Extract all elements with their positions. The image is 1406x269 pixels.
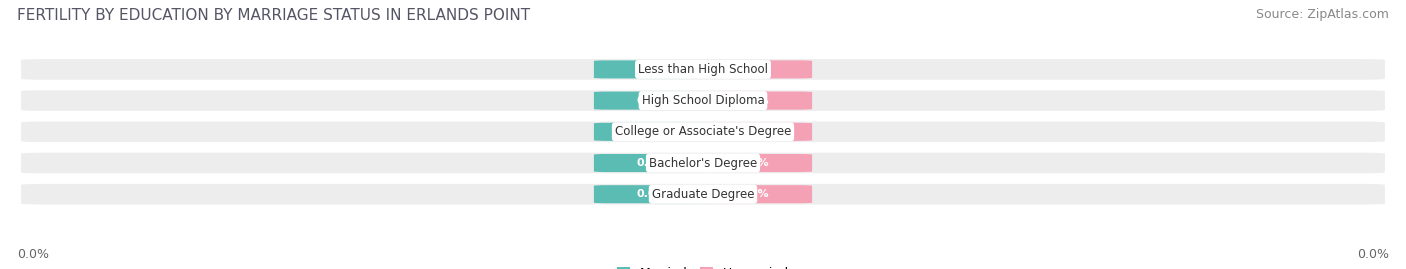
- Text: 0.0%: 0.0%: [637, 64, 668, 75]
- FancyBboxPatch shape: [593, 185, 710, 203]
- Text: 0.0%: 0.0%: [637, 189, 668, 199]
- Text: 0.0%: 0.0%: [738, 127, 769, 137]
- Text: 0.0%: 0.0%: [738, 95, 769, 106]
- Text: 0.0%: 0.0%: [738, 158, 769, 168]
- FancyBboxPatch shape: [593, 60, 710, 79]
- FancyBboxPatch shape: [696, 123, 813, 141]
- FancyBboxPatch shape: [21, 90, 1385, 111]
- Text: 0.0%: 0.0%: [738, 189, 769, 199]
- FancyBboxPatch shape: [696, 154, 813, 172]
- Text: 0.0%: 0.0%: [637, 127, 668, 137]
- Text: College or Associate's Degree: College or Associate's Degree: [614, 125, 792, 138]
- FancyBboxPatch shape: [696, 91, 813, 110]
- Text: 0.0%: 0.0%: [637, 158, 668, 168]
- Text: High School Diploma: High School Diploma: [641, 94, 765, 107]
- FancyBboxPatch shape: [21, 184, 1385, 204]
- FancyBboxPatch shape: [593, 123, 710, 141]
- FancyBboxPatch shape: [696, 60, 813, 79]
- FancyBboxPatch shape: [21, 122, 1385, 142]
- Text: 0.0%: 0.0%: [1357, 248, 1389, 261]
- Text: Source: ZipAtlas.com: Source: ZipAtlas.com: [1256, 8, 1389, 21]
- Text: Graduate Degree: Graduate Degree: [652, 188, 754, 201]
- FancyBboxPatch shape: [21, 153, 1385, 173]
- Legend: Married, Unmarried: Married, Unmarried: [612, 262, 794, 269]
- FancyBboxPatch shape: [593, 154, 710, 172]
- Text: 0.0%: 0.0%: [738, 64, 769, 75]
- Text: Bachelor's Degree: Bachelor's Degree: [650, 157, 756, 169]
- Text: 0.0%: 0.0%: [637, 95, 668, 106]
- Text: Less than High School: Less than High School: [638, 63, 768, 76]
- FancyBboxPatch shape: [696, 185, 813, 203]
- Text: 0.0%: 0.0%: [17, 248, 49, 261]
- Text: FERTILITY BY EDUCATION BY MARRIAGE STATUS IN ERLANDS POINT: FERTILITY BY EDUCATION BY MARRIAGE STATU…: [17, 8, 530, 23]
- FancyBboxPatch shape: [21, 59, 1385, 80]
- FancyBboxPatch shape: [593, 91, 710, 110]
